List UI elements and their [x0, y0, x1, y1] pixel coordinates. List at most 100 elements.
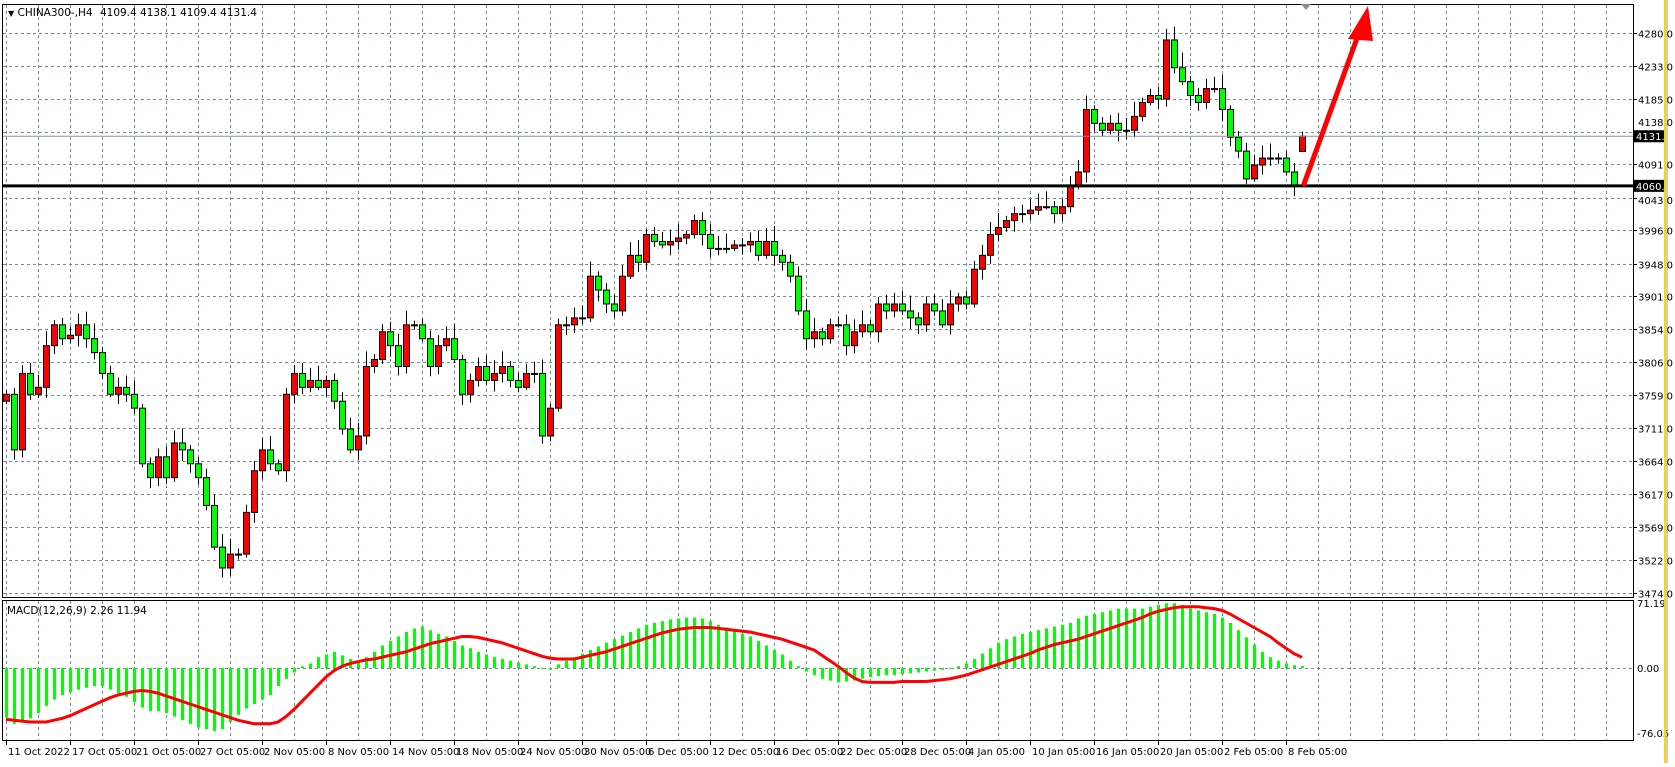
candle: [619, 265, 626, 316]
candle: [731, 240, 738, 252]
candle-body: [211, 504, 218, 548]
price-tick-label: 3617.0: [1638, 491, 1673, 502]
up-arrow-annotation[interactable]: [1301, 6, 1373, 187]
candle: [1195, 87, 1202, 111]
macd-histogram-bar: [429, 630, 432, 668]
candle: [51, 319, 58, 354]
candle: [1131, 101, 1138, 138]
candle: [1155, 86, 1162, 109]
candle-body: [3, 393, 10, 402]
macd-histogram-bar: [37, 668, 40, 713]
macd-histogram-bar: [517, 662, 520, 668]
macd-histogram-bar: [717, 624, 720, 668]
candle-body: [619, 275, 626, 312]
macd-histogram-bar: [1069, 623, 1072, 668]
macd-histogram-bar: [573, 657, 576, 668]
candle-body: [179, 442, 186, 451]
candle: [43, 331, 50, 398]
candle: [875, 297, 882, 343]
candle: [851, 319, 858, 354]
candle-body: [979, 254, 986, 270]
candle-body: [107, 372, 114, 395]
candle: [1283, 151, 1290, 176]
candle-body: [35, 386, 42, 395]
candle: [427, 330, 434, 377]
candle-body: [1115, 122, 1122, 131]
candle-body: [907, 310, 914, 319]
candle-body: [923, 303, 930, 326]
candle-body: [1051, 206, 1058, 215]
macd-histogram-bar: [1197, 610, 1200, 668]
candle: [251, 460, 258, 523]
macd-histogram-bar: [245, 668, 248, 709]
candle-body: [331, 379, 338, 402]
candle-body: [411, 324, 418, 327]
candle-body: [267, 449, 274, 465]
macd-histogram-bar: [837, 668, 840, 683]
macd-histogram-bar: [461, 645, 464, 668]
time-tick-label: 12 Dec 05:00: [712, 747, 779, 758]
candle-body: [971, 268, 978, 305]
macd-histogram-bar: [893, 668, 896, 676]
candle: [507, 360, 514, 388]
macd-signal-line: [5, 605, 1303, 726]
candle: [1147, 88, 1154, 106]
candle: [539, 359, 546, 444]
candle-body: [587, 275, 594, 319]
candle-body: [1091, 108, 1098, 124]
macd-histogram-bar: [1301, 665, 1304, 668]
macd-histogram-bar: [469, 648, 472, 668]
candle-body: [275, 463, 282, 472]
candle-body: [1139, 101, 1146, 117]
time-tick-label: 21 Oct 05:00: [136, 747, 201, 758]
macd-histogram-bar: [1077, 618, 1080, 668]
horizontal-lines[interactable]: 4131.4 4060.0: [3, 130, 1671, 193]
candle: [355, 422, 362, 461]
time-tick-label: 8 Nov 05:00: [328, 747, 389, 758]
candle-body: [1147, 95, 1154, 103]
macd-histogram-bar: [197, 668, 200, 728]
candle-body: [307, 379, 314, 388]
macd-histogram-bar: [1205, 612, 1208, 668]
candle: [795, 266, 802, 316]
macd-histogram-bar: [933, 668, 936, 671]
candle: [59, 317, 66, 345]
candle: [971, 260, 978, 308]
candle-body: [1203, 88, 1210, 103]
macd-histogram-bar: [13, 668, 16, 724]
time-tick-label: 16 Jan 05:00: [1096, 747, 1159, 758]
chart-shift-marker-icon[interactable]: [1301, 4, 1311, 10]
candle-body: [1075, 171, 1082, 187]
macd-pane-border: [2, 600, 1634, 741]
candle-body: [227, 553, 234, 569]
arrow-head-icon: [1348, 6, 1373, 41]
candle-body: [1235, 136, 1242, 152]
candle-body: [883, 303, 890, 312]
candle: [163, 446, 170, 484]
candle: [187, 445, 194, 473]
candle: [819, 327, 826, 346]
candle: [27, 363, 34, 400]
macd-histogram-bar: [333, 651, 336, 668]
candle-body: [611, 303, 618, 312]
candle: [371, 353, 378, 373]
candle: [259, 438, 266, 480]
candle: [699, 212, 706, 246]
candle-body: [571, 317, 578, 326]
candle-body: [371, 359, 378, 367]
macd-tick-label: 71.19: [1637, 599, 1666, 610]
collapse-triangle-icon[interactable]: ▼: [8, 9, 15, 18]
macd-histogram-bar: [325, 654, 328, 668]
candle-body: [763, 240, 770, 256]
macd-histogram-bar: [309, 663, 312, 668]
candle: [1275, 153, 1282, 164]
candle: [171, 430, 178, 482]
candle-body: [595, 275, 602, 291]
candle: [1171, 26, 1178, 74]
main-pane-border: [2, 4, 1634, 598]
candle-body: [539, 372, 546, 437]
candle: [387, 322, 394, 357]
candle: [675, 224, 682, 250]
